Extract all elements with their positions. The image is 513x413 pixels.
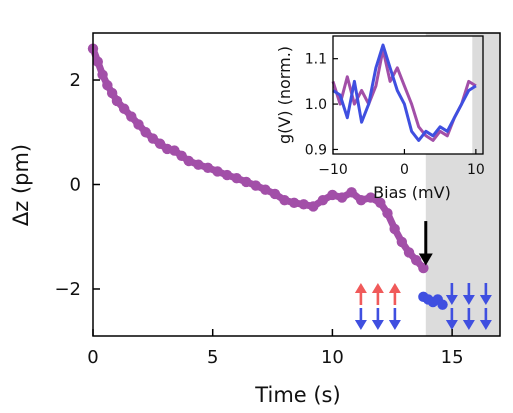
y-tick-label: −2 bbox=[54, 279, 81, 300]
main-y-axis-title: Δz (pm) bbox=[9, 144, 33, 226]
data-point bbox=[382, 208, 393, 219]
data-point bbox=[250, 180, 261, 191]
data-point bbox=[365, 192, 376, 203]
data-point bbox=[336, 192, 348, 203]
data-point bbox=[97, 69, 108, 80]
data-point bbox=[118, 103, 130, 114]
data-point bbox=[102, 80, 113, 91]
data-point bbox=[140, 127, 151, 138]
data-point bbox=[193, 159, 204, 170]
data-point bbox=[92, 56, 103, 67]
main-x-axis-title: Time (s) bbox=[254, 383, 340, 407]
main-series-group bbox=[87, 43, 448, 310]
data-point bbox=[288, 197, 300, 208]
data-point bbox=[169, 145, 180, 156]
data-point bbox=[241, 176, 252, 188]
main-x-ticks: 0 5 10 15 bbox=[87, 329, 464, 368]
data-point bbox=[327, 189, 338, 201]
data-point bbox=[221, 169, 233, 181]
spin-arrow-up-head bbox=[354, 283, 367, 293]
data-point bbox=[202, 162, 214, 173]
inset-x-tick-label: 10 bbox=[467, 162, 485, 178]
x-tick-label: 0 bbox=[87, 347, 98, 368]
spin-arrow-down-head bbox=[445, 295, 458, 305]
y-tick-label: 0 bbox=[70, 175, 81, 196]
data-point bbox=[231, 173, 242, 184]
main-y-ticks: 2 0 −2 bbox=[54, 70, 100, 300]
data-point bbox=[212, 166, 223, 177]
x-tick-label: 15 bbox=[441, 347, 464, 368]
inset-series-line-1 bbox=[332, 43, 477, 142]
spin-arrow-down-head bbox=[462, 320, 475, 330]
data-point bbox=[317, 194, 329, 206]
spin-arrow-down-head bbox=[371, 320, 384, 330]
spin-arrow-group-1 bbox=[445, 283, 492, 330]
inset-shaded-region bbox=[472, 36, 483, 154]
data-point bbox=[389, 223, 400, 235]
data-point bbox=[308, 201, 319, 212]
spin-arrow-down-head bbox=[462, 295, 475, 305]
data-point bbox=[106, 87, 118, 99]
data-point bbox=[147, 133, 159, 144]
data-point bbox=[183, 155, 194, 167]
inset-y-tick-label: 0.9 bbox=[305, 142, 327, 158]
data-point bbox=[298, 199, 309, 210]
inset-y-tick-label: 1.0 bbox=[305, 97, 327, 113]
x-tick-label: 10 bbox=[321, 347, 344, 368]
spin-arrow-down-head bbox=[354, 320, 367, 330]
spin-arrow-group-0 bbox=[354, 283, 401, 330]
data-point bbox=[396, 236, 408, 248]
data-point bbox=[418, 262, 429, 274]
data-point bbox=[154, 138, 166, 149]
data-point bbox=[279, 194, 290, 206]
x-tick-label: 5 bbox=[207, 347, 218, 368]
inset-y-axis-title: g(V) (norm.) bbox=[275, 46, 294, 144]
spin-arrow-up-head bbox=[388, 283, 401, 293]
y-tick-label: 2 bbox=[70, 70, 81, 91]
spin-arrow-down-head bbox=[445, 320, 458, 330]
spin-arrow-up-head bbox=[371, 283, 384, 293]
inset-plot: −10 0 10 0.9 1.0 1.1 Bias (mV) g(V) (norm.) bbox=[275, 35, 485, 202]
data-point bbox=[260, 184, 271, 195]
data-point bbox=[375, 197, 386, 208]
data-point bbox=[133, 119, 144, 130]
inset-y-tick-label: 1.1 bbox=[305, 52, 327, 68]
inset-series-group bbox=[331, 43, 477, 142]
spin-arrow-down-head bbox=[388, 320, 401, 330]
data-point bbox=[176, 150, 187, 161]
data-point bbox=[111, 95, 123, 107]
inset-x-tick-label: −10 bbox=[318, 162, 348, 178]
data-point bbox=[411, 255, 422, 266]
data-point bbox=[126, 111, 137, 122]
inset-x-ticks: −10 0 10 bbox=[318, 149, 485, 178]
data-point bbox=[403, 247, 415, 258]
data-point bbox=[269, 188, 281, 200]
inset-y-ticks: 0.9 1.0 1.1 bbox=[305, 52, 338, 158]
inset-x-axis-title: Bias (mV) bbox=[373, 183, 451, 202]
annotation-arrow-head bbox=[418, 253, 433, 266]
data-point bbox=[355, 194, 367, 206]
inset-x-tick-label: 0 bbox=[400, 162, 409, 178]
main-annotations bbox=[354, 221, 492, 330]
spin-arrow-down-head bbox=[479, 320, 492, 330]
inset-plot-frame bbox=[332, 35, 484, 155]
data-point bbox=[437, 299, 448, 310]
data-point bbox=[346, 187, 357, 198]
spin-arrow-down-head bbox=[479, 295, 492, 305]
